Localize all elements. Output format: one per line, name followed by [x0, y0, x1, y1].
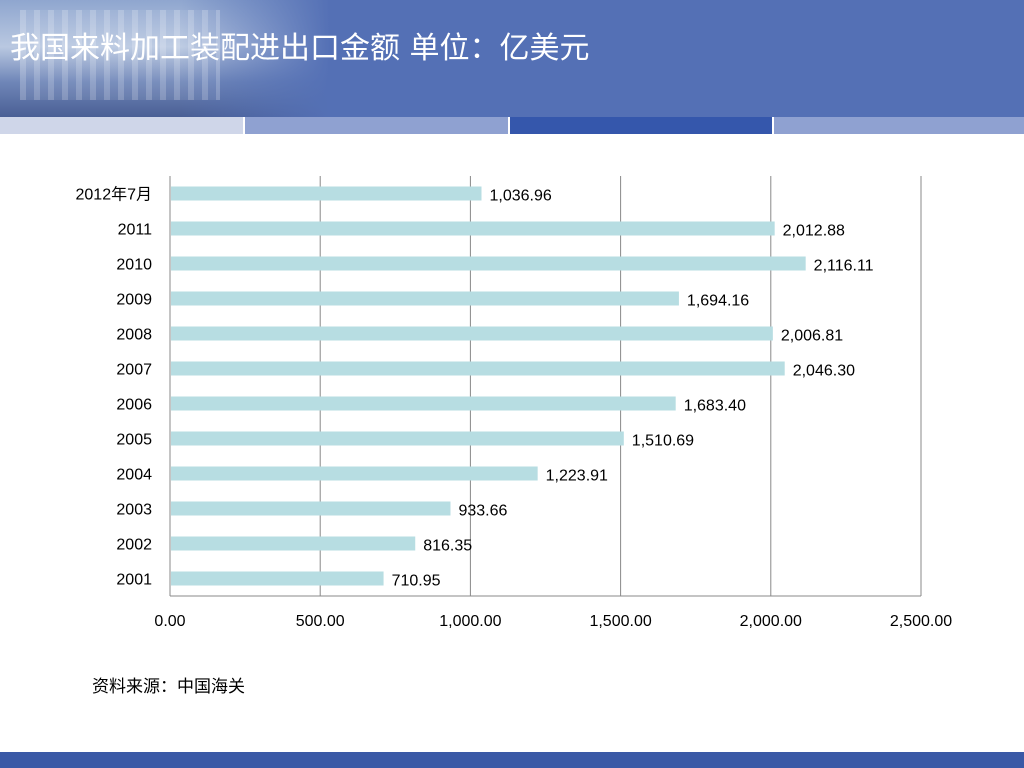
page-title: 我国来料加工装配进出口金额 单位：亿美元 — [10, 31, 590, 66]
x-tick-label: 1,000.00 — [439, 613, 501, 630]
data-label: 2,116.11 — [814, 258, 874, 275]
bar — [171, 221, 775, 236]
data-label: 1,694.16 — [687, 293, 749, 310]
data-label: 933.66 — [458, 503, 507, 520]
header-banner: 我国来料加工装配进出口金额 单位：亿美元 — [0, 0, 1024, 117]
bar — [171, 326, 773, 341]
data-label: 2,006.81 — [781, 328, 843, 345]
data-label: 2,046.30 — [793, 363, 855, 380]
header-stripe-2 — [245, 117, 508, 134]
x-tick-label: 2,000.00 — [740, 613, 802, 630]
bar — [171, 431, 624, 446]
x-tick-label: 1,500.00 — [589, 613, 651, 630]
source-note: 资料来源：中国海关 — [92, 677, 245, 697]
y-tick-label: 2007 — [116, 362, 152, 379]
footer-bar — [0, 752, 1024, 768]
bar — [171, 536, 416, 551]
x-tick-label: 2,500.00 — [890, 613, 952, 630]
data-label: 1,510.69 — [632, 433, 694, 450]
data-label: 710.95 — [392, 573, 441, 590]
y-tick-label: 2005 — [116, 432, 152, 449]
bar — [171, 256, 806, 271]
bar — [171, 571, 384, 586]
x-tick-label: 0.00 — [154, 613, 185, 630]
data-label: 2,012.88 — [783, 223, 845, 240]
y-tick-label: 2003 — [116, 502, 152, 519]
y-tick-label: 2009 — [116, 292, 152, 309]
data-label: 1,036.96 — [490, 188, 552, 205]
y-tick-label: 2004 — [116, 467, 152, 484]
bar-chart: 0.00 500.00 1,000.00 1,500.00 2,000.00 2,500.… — [76, 176, 952, 630]
bar — [171, 291, 679, 306]
y-tick-label: 2011 — [118, 222, 153, 239]
header-stripe-4 — [774, 117, 1024, 134]
building-photo — [0, 0, 330, 117]
y-tick-label: 2010 — [116, 257, 152, 274]
header-stripe-3 — [510, 117, 772, 134]
building-facade — [20, 10, 220, 100]
y-tick-label: 2001 — [116, 572, 152, 589]
bar — [171, 396, 676, 411]
header-stripe-1 — [0, 117, 243, 134]
y-tick-label: 2012年7月 — [76, 186, 153, 204]
y-tick-label: 2006 — [116, 397, 152, 414]
x-tick-label: 500.00 — [296, 613, 345, 630]
y-tick-label: 2002 — [116, 537, 152, 554]
y-tick-label: 2008 — [116, 327, 152, 344]
data-label: 1,683.40 — [684, 398, 746, 415]
bar — [171, 186, 482, 201]
bar — [171, 466, 538, 481]
data-label: 1,223.91 — [546, 468, 608, 485]
bar — [171, 501, 451, 516]
data-label: 816.35 — [423, 538, 472, 555]
bar — [171, 361, 785, 376]
